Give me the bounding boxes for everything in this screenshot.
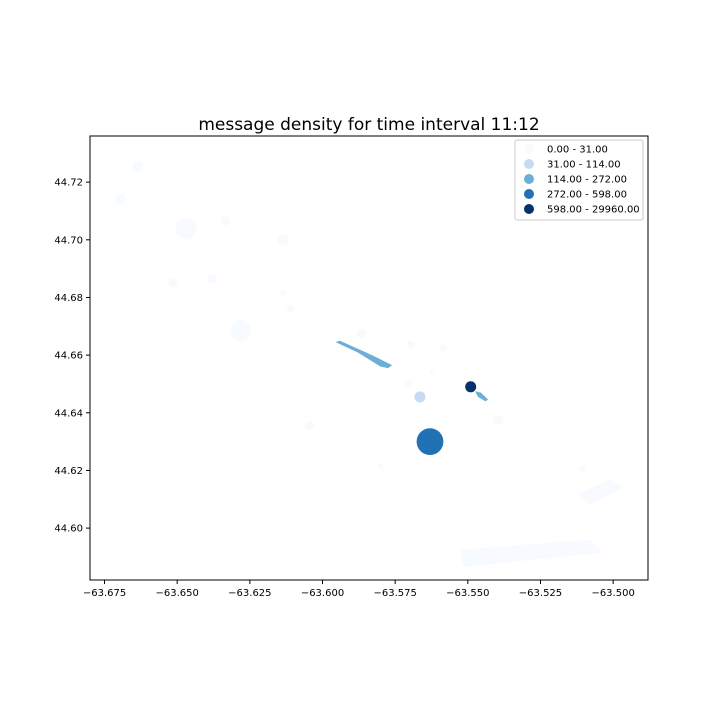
region-marker-20: [377, 463, 384, 469]
region-polygon-2: [578, 479, 624, 505]
legend-label-3: 272.00 - 598.00: [547, 190, 627, 201]
region-marker-21: [578, 465, 587, 473]
y-tick-label-3: 44.66: [54, 351, 83, 362]
region-marker-17: [493, 415, 504, 425]
region-marker-14: [404, 379, 413, 388]
x-tick-label-2: −63.625: [228, 588, 271, 599]
region-marker-18: [304, 421, 314, 431]
legend-swatch-2: [524, 174, 534, 184]
y-tick-label-6: 44.72: [54, 178, 83, 189]
x-tick-label-0: −63.675: [83, 588, 126, 599]
region-polygon-3: [459, 539, 603, 567]
region-marker-12: [439, 343, 448, 352]
region-polygon-1: [475, 391, 489, 402]
region-marker-3: [220, 216, 230, 226]
x-tick-label-7: −63.500: [591, 588, 634, 599]
region-marker-4: [277, 234, 289, 246]
region-marker-1: [115, 193, 126, 205]
region-marker-6: [168, 278, 178, 288]
legend-entries: 0.00 - 31.00 31.00 - 114.00 114.00 - 272.0…: [524, 144, 640, 216]
legend-swatch-1: [524, 159, 534, 169]
region-marker-10: [357, 328, 367, 339]
region-marker-7: [280, 290, 287, 296]
plot-frame: [89, 135, 649, 581]
region-marker-2: [175, 217, 197, 239]
x-tick-label-1: −63.650: [156, 588, 199, 599]
y-tick-label-4: 44.68: [54, 293, 83, 304]
x-tick-label-3: −63.600: [301, 588, 344, 599]
legend-label-1: 31.00 - 114.00: [547, 160, 621, 171]
x-tick-label-6: −63.525: [519, 588, 562, 599]
legend-swatch-0: [524, 144, 534, 154]
y-tick-label-2: 44.64: [54, 408, 83, 419]
y-tick-label-5: 44.70: [54, 235, 83, 246]
region-polygon-0: [335, 340, 393, 369]
shapes-layer: [115, 160, 624, 567]
legend-label-0: 0.00 - 31.00: [547, 145, 608, 156]
legend-frame: [514, 139, 644, 221]
legend-label-4: 598.00 - 29960.00: [547, 205, 640, 216]
y-tick-label-1: 44.62: [54, 466, 83, 477]
region-marker-13: [429, 370, 434, 375]
x-tick-label-4: −63.575: [373, 588, 416, 599]
region-marker-8: [286, 305, 295, 313]
region-marker-16: [465, 381, 477, 393]
y-tick-label-0: 44.60: [54, 524, 83, 535]
region-marker-0: [132, 160, 144, 172]
region-marker-11: [407, 340, 416, 350]
map-title: message density for time interval 11:12: [198, 115, 539, 135]
region-marker-19: [416, 428, 444, 455]
region-marker-9: [230, 320, 252, 342]
legend-swatch-4: [524, 204, 534, 214]
legend-swatch-3: [524, 189, 534, 199]
x-tick-label-5: −63.550: [446, 588, 489, 599]
legend: 0.00 - 31.00 31.00 - 114.00 114.00 - 272.0…: [514, 139, 644, 221]
legend-label-2: 114.00 - 272.00: [547, 175, 627, 186]
region-marker-15: [414, 391, 426, 403]
axes-layer: −63.675 −63.650 −63.625 −63.600 −63.575 −63.5…: [54, 178, 634, 599]
region-marker-5: [207, 274, 217, 284]
